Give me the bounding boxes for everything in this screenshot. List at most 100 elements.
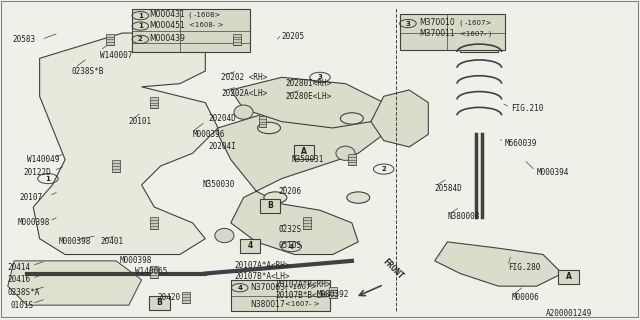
Circle shape bbox=[264, 192, 287, 203]
Text: ( -1607>: ( -1607> bbox=[460, 19, 492, 26]
FancyBboxPatch shape bbox=[149, 296, 170, 310]
Polygon shape bbox=[371, 90, 428, 147]
Text: 20202A<LH>: 20202A<LH> bbox=[221, 89, 268, 98]
Text: M000431: M000431 bbox=[149, 11, 185, 20]
Text: FIG.280: FIG.280 bbox=[508, 263, 540, 272]
Text: M000439: M000439 bbox=[149, 34, 185, 43]
Bar bbox=[348, 154, 356, 165]
Text: 3: 3 bbox=[406, 20, 410, 27]
Text: 20416: 20416 bbox=[8, 275, 31, 284]
Text: 3: 3 bbox=[317, 74, 323, 80]
Text: A: A bbox=[566, 272, 572, 281]
Text: ( -1608>: ( -1608> bbox=[189, 12, 221, 18]
Text: M000392: M000392 bbox=[317, 290, 349, 299]
Text: B: B bbox=[157, 298, 163, 307]
Bar bbox=[259, 116, 266, 127]
Text: M000398: M000398 bbox=[59, 237, 91, 246]
Text: 20107B*A<LH>: 20107B*A<LH> bbox=[234, 272, 289, 281]
Ellipse shape bbox=[336, 146, 355, 160]
FancyBboxPatch shape bbox=[558, 270, 579, 284]
Text: 2: 2 bbox=[381, 166, 386, 172]
Text: <1607- ): <1607- ) bbox=[460, 30, 492, 37]
Bar bbox=[182, 292, 190, 303]
Text: 4: 4 bbox=[289, 244, 294, 250]
Text: M660039: M660039 bbox=[505, 139, 537, 148]
Circle shape bbox=[347, 192, 370, 203]
Text: 20101: 20101 bbox=[129, 117, 152, 126]
Text: 20420: 20420 bbox=[157, 293, 180, 302]
Text: A: A bbox=[301, 147, 307, 156]
Text: ( -1607>: ( -1607> bbox=[285, 284, 316, 290]
Text: 20280I<RH>: 20280I<RH> bbox=[285, 79, 332, 88]
Text: M000398: M000398 bbox=[17, 218, 50, 228]
Text: M370011: M370011 bbox=[419, 29, 454, 38]
Bar bbox=[150, 217, 158, 228]
Bar bbox=[150, 266, 158, 278]
Text: 1: 1 bbox=[138, 23, 143, 29]
Text: 20107: 20107 bbox=[19, 193, 42, 202]
Text: M370010: M370010 bbox=[419, 18, 454, 27]
Text: 20107B*B<LH>: 20107B*B<LH> bbox=[275, 291, 331, 300]
Text: 0101S: 0101S bbox=[11, 301, 34, 310]
Text: 0510S: 0510S bbox=[278, 241, 301, 250]
Text: 20280E<LH>: 20280E<LH> bbox=[285, 92, 332, 101]
FancyBboxPatch shape bbox=[294, 145, 314, 159]
Bar bbox=[150, 97, 158, 108]
Text: A200001249: A200001249 bbox=[546, 308, 593, 317]
Bar bbox=[132, 9, 250, 52]
Text: 20202 <RH>: 20202 <RH> bbox=[221, 73, 268, 82]
Bar bbox=[112, 160, 120, 172]
Text: W140007: W140007 bbox=[100, 51, 132, 60]
Text: 4: 4 bbox=[247, 241, 253, 250]
Bar bbox=[399, 14, 505, 51]
Polygon shape bbox=[8, 261, 141, 305]
Bar bbox=[231, 280, 330, 311]
Ellipse shape bbox=[215, 228, 234, 243]
Bar bbox=[303, 217, 311, 228]
Text: <1607- >: <1607- > bbox=[285, 301, 319, 307]
Text: 0238S*A: 0238S*A bbox=[8, 288, 40, 297]
Text: N380008: N380008 bbox=[447, 212, 480, 221]
Text: M000398: M000398 bbox=[119, 256, 152, 265]
Text: B: B bbox=[268, 201, 273, 210]
Text: <1608- >: <1608- > bbox=[189, 22, 224, 28]
Circle shape bbox=[257, 122, 280, 134]
Polygon shape bbox=[435, 242, 562, 286]
Polygon shape bbox=[218, 103, 384, 254]
Circle shape bbox=[340, 113, 364, 124]
Text: N380017: N380017 bbox=[250, 300, 285, 309]
Text: M000394: M000394 bbox=[537, 168, 569, 177]
Text: W140065: W140065 bbox=[135, 268, 168, 276]
Text: 20122D: 20122D bbox=[24, 168, 51, 177]
Text: M000396: M000396 bbox=[193, 130, 225, 139]
Text: 20584D: 20584D bbox=[435, 184, 463, 193]
Text: 20414: 20414 bbox=[8, 263, 31, 272]
Ellipse shape bbox=[234, 105, 253, 119]
Text: 1: 1 bbox=[138, 12, 143, 19]
Text: N370063: N370063 bbox=[250, 283, 285, 292]
Bar bbox=[460, 20, 499, 52]
Text: FIG.210: FIG.210 bbox=[511, 104, 543, 114]
Text: 0238S*B: 0238S*B bbox=[72, 67, 104, 76]
FancyBboxPatch shape bbox=[240, 239, 260, 253]
Text: M00006: M00006 bbox=[511, 293, 539, 302]
Text: 20204I: 20204I bbox=[209, 142, 236, 151]
Text: 20583: 20583 bbox=[13, 35, 36, 44]
Text: 2: 2 bbox=[138, 36, 143, 42]
Text: 20107A*B<RH>: 20107A*B<RH> bbox=[275, 280, 331, 289]
Text: W140049: W140049 bbox=[27, 155, 60, 164]
Text: M000451: M000451 bbox=[149, 21, 185, 30]
Polygon shape bbox=[231, 77, 384, 128]
Text: 20204D: 20204D bbox=[209, 114, 236, 123]
FancyBboxPatch shape bbox=[260, 199, 280, 213]
Bar bbox=[234, 34, 241, 45]
Text: 1: 1 bbox=[45, 176, 51, 181]
Text: 20401: 20401 bbox=[100, 237, 124, 246]
Bar bbox=[329, 287, 337, 298]
Text: 20206: 20206 bbox=[278, 187, 301, 196]
Bar bbox=[106, 34, 113, 45]
Text: 0232S: 0232S bbox=[278, 225, 301, 234]
Text: N350030: N350030 bbox=[202, 180, 234, 189]
Text: N350031: N350031 bbox=[291, 155, 324, 164]
Text: 20107A*A<RH>: 20107A*A<RH> bbox=[234, 261, 289, 270]
